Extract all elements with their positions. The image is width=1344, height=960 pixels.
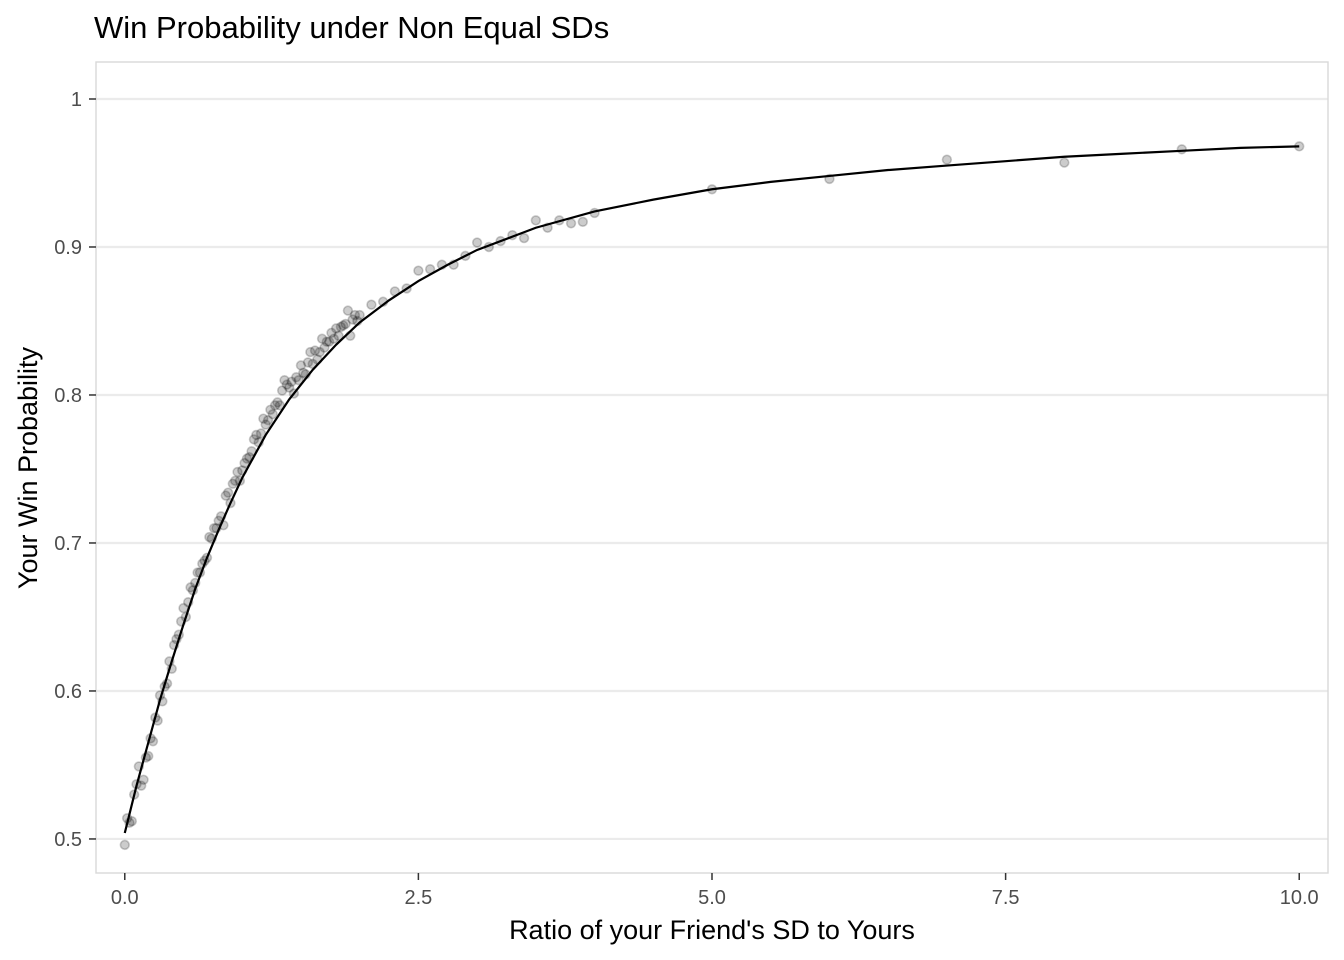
data-point — [302, 357, 314, 368]
y-tick-label: 0.5 — [54, 829, 82, 851]
x-axis-title: Ratio of your Friend's SD to Yours — [509, 915, 915, 945]
data-point — [321, 336, 332, 347]
y-tick-label: 0.8 — [54, 385, 82, 407]
data-point — [319, 342, 330, 353]
axis-ticks: 0.50.60.70.80.910.0 2.5 5.0 7.5 10.0 — [54, 89, 1319, 909]
data-point — [941, 154, 953, 165]
data-point — [295, 360, 307, 371]
data-point — [309, 345, 321, 356]
data-point — [272, 397, 283, 408]
x-tick-label: 0.0 — [111, 887, 139, 909]
data-point — [260, 419, 271, 430]
chart-title: Win Probability under Non Equal SDs — [94, 10, 609, 45]
data-points — [119, 141, 1305, 851]
data-point — [335, 321, 347, 333]
data-point — [471, 237, 483, 248]
data-point — [340, 318, 351, 330]
y-tick-label: 0.9 — [54, 237, 82, 259]
data-point — [241, 453, 253, 464]
data-point — [220, 490, 231, 501]
data-point — [204, 531, 215, 543]
data-point — [267, 409, 278, 420]
y-tick-label: 0.6 — [54, 681, 82, 703]
data-point — [349, 309, 361, 321]
data-point — [265, 404, 276, 415]
data-point — [291, 372, 302, 383]
y-axis-title: Your Win Probability — [13, 346, 43, 589]
data-point — [565, 218, 577, 229]
data-point — [316, 333, 328, 344]
data-point — [1176, 144, 1187, 155]
data-point — [323, 336, 335, 347]
fitted-curve-layer — [123, 145, 1300, 834]
data-point — [239, 457, 250, 469]
gridlines — [96, 97, 1328, 841]
data-point — [330, 323, 342, 334]
y-tick-label: 1 — [71, 89, 82, 111]
data-point — [413, 265, 424, 276]
data-point — [281, 379, 293, 390]
data-point — [276, 385, 288, 396]
data-point — [328, 333, 340, 344]
data-point — [227, 478, 239, 489]
data-point — [138, 774, 149, 785]
x-tick-label: 10.0 — [1280, 887, 1319, 909]
y-tick-label: 0.7 — [54, 533, 82, 555]
data-point — [347, 314, 358, 325]
data-point — [1059, 157, 1070, 168]
data-point — [354, 309, 365, 321]
data-point — [222, 487, 234, 498]
x-tick-label: 5.0 — [698, 887, 726, 909]
data-point — [286, 376, 297, 387]
data-point — [342, 305, 354, 316]
data-point — [293, 374, 304, 386]
data-point — [229, 475, 241, 487]
data-point — [338, 320, 349, 331]
data-point — [530, 215, 542, 226]
data-point — [279, 374, 290, 386]
data-point — [269, 400, 281, 411]
data-point — [298, 367, 309, 378]
data-point — [258, 413, 269, 424]
data-point — [314, 346, 325, 358]
data-point — [119, 839, 130, 851]
data-point — [283, 382, 295, 393]
data-point — [262, 414, 274, 426]
x-tick-label: 7.5 — [992, 887, 1020, 909]
data-point — [333, 330, 344, 341]
data-point — [518, 232, 530, 244]
data-point — [232, 466, 243, 478]
x-tick-label: 2.5 — [404, 887, 432, 909]
fitted-curve — [123, 145, 1300, 834]
data-point — [251, 429, 262, 441]
data-point — [305, 346, 316, 358]
data-point — [366, 299, 377, 310]
data-point — [248, 434, 260, 445]
data-point — [326, 327, 337, 339]
data-point — [577, 216, 589, 228]
